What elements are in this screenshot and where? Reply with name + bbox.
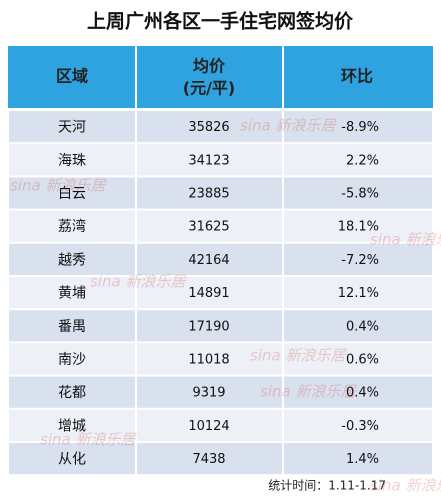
price-cell: 11018 (188, 353, 229, 368)
table-cell (9, 177, 135, 209)
table-cell (9, 144, 135, 176)
change-cell: 0.4% (346, 386, 379, 401)
change-cell: 0.6% (346, 353, 379, 368)
table-cell (9, 343, 135, 375)
title: 上周广州各区一手住宅网签均价 (87, 10, 354, 33)
table-cell (137, 310, 282, 342)
watermark: sina 新浪乐居 (90, 273, 187, 291)
change-cell: 0.4% (346, 319, 379, 334)
price-cell: 42164 (188, 253, 229, 268)
table-cell (137, 443, 282, 475)
table-cell (137, 144, 282, 176)
watermark: sina 新浪乐居 (370, 231, 441, 249)
table-cell (284, 376, 432, 408)
watermark: sina 新浪乐居 (40, 431, 137, 449)
table-cell (9, 277, 135, 309)
price-cell: 31625 (188, 220, 229, 235)
watermark: sina 新浪乐居 (250, 347, 347, 365)
table-cell (284, 243, 432, 275)
region-cell: 海珠 (58, 153, 86, 169)
price-cell: 35826 (188, 120, 229, 135)
region-cell: 花都 (58, 385, 86, 401)
table-cell (137, 111, 282, 143)
header-cell: (元/平) (183, 79, 235, 98)
change-cell: 18.1% (338, 220, 379, 235)
table-cell (284, 409, 432, 441)
table-cell (284, 210, 432, 242)
table-cell (9, 376, 135, 408)
watermark: sina 新浪乐居 (370, 477, 441, 495)
header-cell: 环比 (341, 67, 373, 86)
region-cell: 番禺 (58, 319, 86, 335)
region-cell: 南沙 (58, 352, 86, 368)
table-cell (9, 243, 135, 275)
table-cell (284, 177, 432, 209)
change-cell: -0.3% (341, 419, 379, 434)
header-cell: 均价 (193, 57, 226, 76)
price-cell: 10124 (188, 419, 229, 434)
price-cell: 34123 (188, 153, 229, 168)
change-cell: -5.8% (341, 187, 379, 202)
table-cell (137, 177, 282, 209)
header-cell: 区域 (56, 67, 88, 86)
change-cell: -7.2% (341, 253, 379, 268)
table-cell (9, 310, 135, 342)
table-cell (9, 111, 135, 143)
watermark: sina 新浪乐居 (260, 383, 357, 401)
region-cell: 增城 (58, 418, 86, 434)
table-cell (284, 310, 432, 342)
table-cell (137, 277, 282, 309)
table-cell (284, 144, 432, 176)
change-cell: 2.2% (346, 153, 379, 168)
table-cell (9, 409, 135, 441)
region-cell: 黄埔 (58, 285, 86, 302)
watermark: sina 新浪乐居 (10, 177, 107, 195)
region-cell: 越秀 (58, 252, 86, 268)
change-cell: 1.4% (346, 452, 379, 467)
price-cell: 9319 (192, 386, 225, 401)
change-cell: 12.1% (338, 286, 379, 301)
price-cell: 14891 (188, 286, 229, 301)
table-cell (9, 210, 135, 242)
table-cell (9, 443, 135, 475)
region-cell: 从化 (58, 452, 86, 468)
header-row (8, 46, 433, 108)
table-cell (284, 277, 432, 309)
table-cell (137, 376, 282, 408)
price-cell: 7438 (192, 452, 225, 467)
change-cell: -8.9% (341, 120, 379, 135)
watermark: sina 新浪乐居 (240, 117, 337, 135)
table-cell (137, 409, 282, 441)
region-cell: 荔湾 (58, 218, 86, 235)
table-cell (137, 210, 282, 242)
price-cell: 23885 (188, 187, 229, 202)
table-cell (284, 111, 432, 143)
price-cell: 17190 (188, 319, 229, 334)
table-cell (284, 443, 432, 475)
table-cell (137, 243, 282, 275)
table-cell (137, 343, 282, 375)
table-cell (284, 343, 432, 375)
region-cell: 天河 (58, 120, 86, 136)
footer-note: 统计时间：1.11-1.17 (268, 479, 386, 493)
region-cell: 白云 (58, 186, 86, 202)
